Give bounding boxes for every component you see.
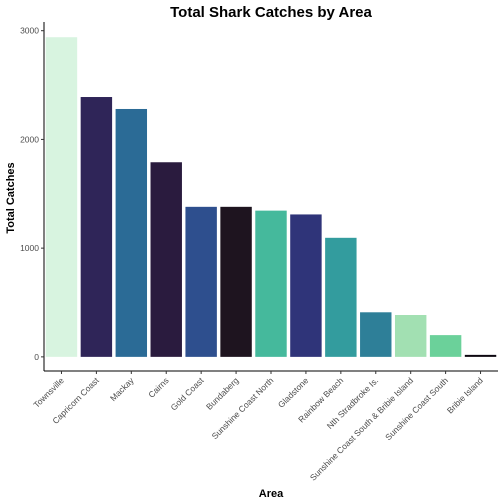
x-tick-label: Sunshine Coast North [210, 375, 276, 441]
bar-bribie-island [464, 354, 497, 357]
x-tick-label: Bundaberg [204, 375, 241, 412]
bar-cairns [150, 162, 182, 357]
x-tick-label: Mackay [108, 375, 136, 403]
x-tick-label: Gladstone [276, 375, 311, 410]
bar-rainbow-beach [325, 237, 357, 357]
bar-gold-coast [185, 206, 217, 357]
bar-sunshine-coast-north [255, 210, 287, 357]
bar-gladstone [290, 214, 322, 357]
x-tick-label: Sunshine Coast South [383, 375, 450, 442]
x-tick-label: Gold Coast [168, 375, 206, 413]
y-axis-title: Total Catches [5, 162, 17, 233]
bar-sunshine-coast-south-bribie-island [394, 315, 427, 357]
x-tick-label: Townsville [31, 375, 66, 410]
bar-townsville [45, 37, 78, 357]
bar-capricorn-coast [80, 97, 113, 357]
bar-bundaberg [220, 206, 252, 357]
bar-nth-stradbroke-is [360, 312, 392, 357]
x-tick-label: Bribie Island [445, 375, 485, 415]
y-axis: 0 1000 2000 3000 [20, 22, 45, 371]
x-tick-label: Cairns [146, 375, 170, 399]
bars-group [45, 37, 497, 357]
x-axis-title: Area [259, 488, 284, 500]
y-tick-label: 3000 [20, 26, 39, 36]
bar-mackay [115, 108, 148, 357]
y-tick-label: 1000 [20, 243, 39, 253]
y-tick-label: 0 [34, 352, 39, 362]
chart-title: Total Shark Catches by Area [170, 4, 372, 21]
bar-sunshine-coast-south [429, 335, 462, 357]
y-tick-label: 2000 [20, 134, 39, 144]
